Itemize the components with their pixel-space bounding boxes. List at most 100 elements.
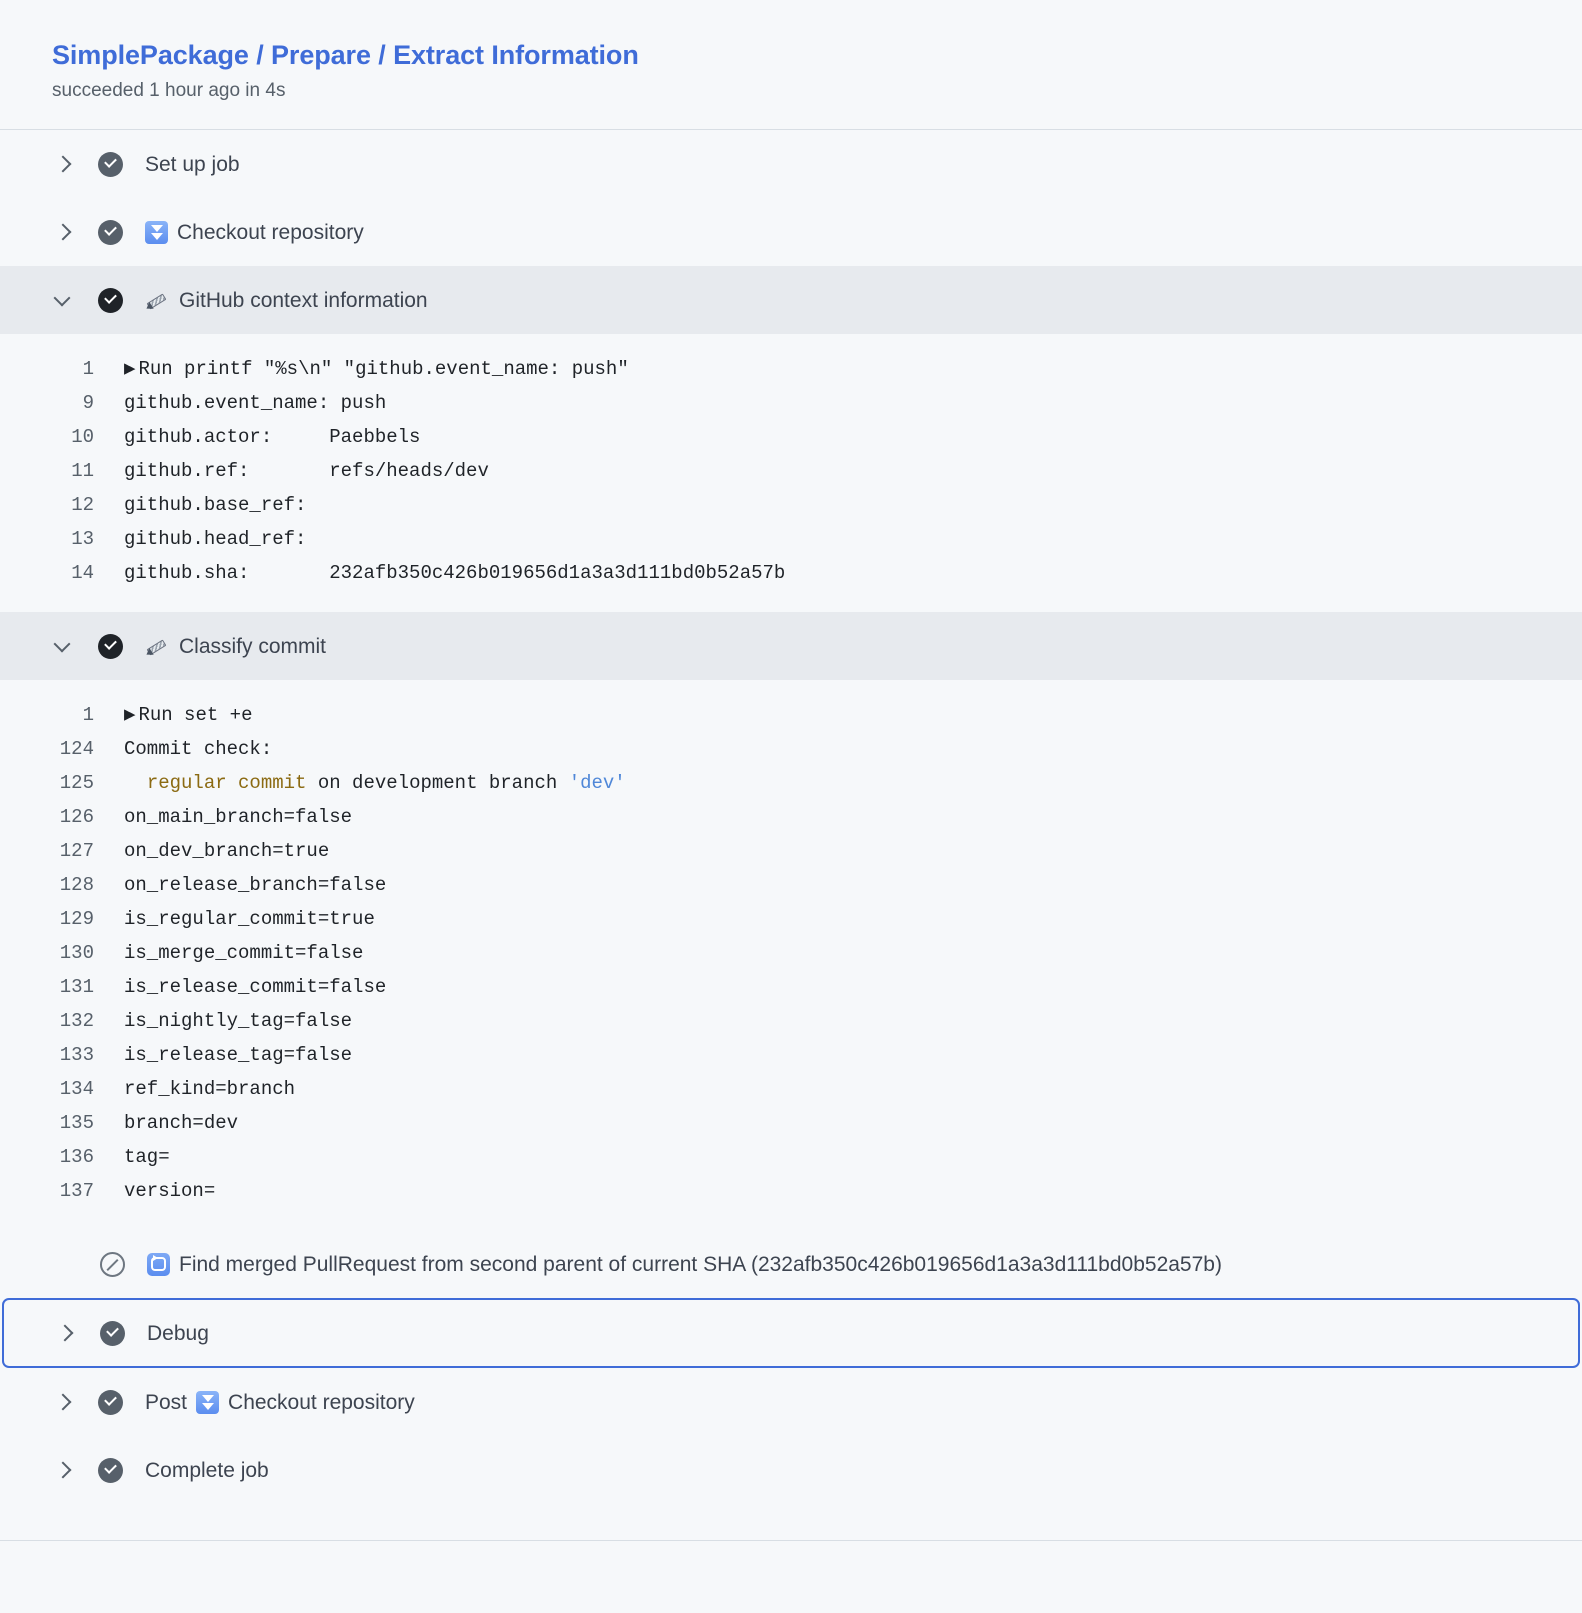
log-line-text: ▶ Run set +e <box>124 698 252 732</box>
log-line: 129 is_regular_commit=true <box>0 902 1582 936</box>
log-line-text: Commit check: <box>124 738 273 761</box>
pencil-emoji-icon <box>145 635 170 658</box>
log-line-number: 128 <box>59 874 94 897</box>
step-label: Find merged PullRequest from second pare… <box>179 1252 1222 1276</box>
log-line-text: github.event_name: push <box>124 392 387 415</box>
step-label: Checkout repository <box>177 220 364 244</box>
log-line-number: 1 <box>82 704 94 727</box>
chevron-right-icon[interactable] <box>52 1391 74 1413</box>
log-line-text: github.ref: refs/heads/dev <box>124 460 489 483</box>
log-line: 132 is_nightly_tag=false <box>0 1004 1582 1038</box>
step-row-find-merged-pullrequest[interactable]: Find merged PullRequest from second pare… <box>0 1230 1582 1298</box>
chevron-down-icon[interactable] <box>52 635 74 657</box>
log-line-number: 126 <box>59 806 94 829</box>
log-line-text: ref_kind=branch <box>124 1078 296 1101</box>
page-bottom-divider <box>0 1540 1582 1542</box>
log-line-text: is_merge_commit=false <box>124 942 364 965</box>
log-line: 130 is_merge_commit=false <box>0 936 1582 970</box>
log-line: 1 ▶ Run set +e <box>0 698 1582 732</box>
log-line: 10 github.actor: Paebbels <box>0 420 1582 454</box>
log-line-number: 132 <box>59 1010 94 1033</box>
log-line-number: 11 <box>71 460 94 483</box>
chevron-right-icon[interactable] <box>52 153 74 175</box>
chevron-right-icon[interactable] <box>52 221 74 243</box>
log-output-classify-commit[interactable]: 1 ▶ Run set +e 124 Commit check: 125 regular … <box>0 680 1582 1231</box>
log-line-text: is_release_commit=false <box>124 976 387 999</box>
step-label: Complete job <box>145 1458 269 1482</box>
log-line-text: github.sha: 232afb350c426b019656d1a3a3d1… <box>124 562 786 585</box>
chevron-right-icon[interactable] <box>52 1459 74 1481</box>
check-circle-icon <box>98 633 123 659</box>
log-text-segment: regular commit <box>146 772 307 795</box>
chevron-down-icon[interactable] <box>52 289 74 311</box>
step-label-wrapper: GitHub context information <box>145 289 428 312</box>
step-label-suffix: Checkout repository <box>228 1390 415 1414</box>
log-line: 1 ▶ Run printf "%s\n" "github.event_name: … <box>0 352 1582 386</box>
log-text-segment: 'dev' <box>568 772 626 795</box>
log-line-text: is_release_tag=false <box>124 1044 353 1067</box>
step-label: Classify commit <box>179 634 327 658</box>
step-row-complete-job[interactable]: Complete job <box>0 1436 1582 1504</box>
log-line: 131 is_release_commit=false <box>0 970 1582 1004</box>
log-line-number: 133 <box>59 1044 94 1067</box>
step-label-wrapper: Classify commit <box>145 635 326 658</box>
log-line-number: 10 <box>71 426 94 449</box>
log-line-number: 13 <box>71 528 94 551</box>
log-output-github-context[interactable]: 1 ▶ Run printf "%s\n" "github.event_name: … <box>0 334 1582 613</box>
log-line-text: on_main_branch=false <box>124 806 353 829</box>
step-label: Debug <box>147 1321 209 1345</box>
log-line-text: github.actor: Paebbels <box>124 426 421 449</box>
log-line: 133 is_release_tag=false <box>0 1038 1582 1072</box>
log-line: 135 branch=dev <box>0 1106 1582 1140</box>
log-line-text: is_nightly_tag=false <box>124 1010 353 1033</box>
log-line: 14 github.sha: 232afb350c426b019656d1a3a3… <box>0 556 1582 590</box>
log-line-text: github.head_ref: <box>124 528 307 551</box>
step-label-wrapper: Find merged PullRequest from second pare… <box>147 1252 1222 1276</box>
log-line-number: 12 <box>71 494 94 517</box>
step-list: Set up job Checkout repository GitHub co… <box>0 130 1582 1542</box>
log-line: 125 regular commit on development branch… <box>0 766 1582 800</box>
log-line-text: on_release_branch=false <box>124 874 387 897</box>
log-line-number: 127 <box>59 840 94 863</box>
step-row-set-up-job[interactable]: Set up job <box>0 130 1582 198</box>
log-line: 134 ref_kind=branch <box>0 1072 1582 1106</box>
triangle-right-icon[interactable]: ▶ <box>124 358 136 381</box>
step-label: Set up job <box>145 152 240 176</box>
log-line-text: tag= <box>124 1146 170 1169</box>
log-line-text: ▶ Run printf "%s\n" "github.event_name: p… <box>124 352 629 386</box>
log-line-number: 130 <box>59 942 94 965</box>
check-circle-icon <box>98 287 123 313</box>
log-line-number: 125 <box>59 772 94 795</box>
step-row-classify-commit[interactable]: Classify commit <box>0 612 1582 681</box>
log-line-number: 14 <box>71 562 94 585</box>
log-line: 137 version= <box>0 1174 1582 1208</box>
log-line-text: on_dev_branch=true <box>124 840 330 863</box>
log-line-number: 9 <box>82 392 94 415</box>
step-label-prefix: Post <box>145 1390 188 1414</box>
check-circle-icon <box>98 1389 123 1415</box>
log-line-text: regular commit on development branch 'de… <box>124 766 626 800</box>
log-line-number: 135 <box>59 1112 94 1135</box>
repeat-emoji-icon <box>147 1252 170 1276</box>
log-line: 13 github.head_ref: <box>0 522 1582 556</box>
log-line: 126 on_main_branch=false <box>0 800 1582 834</box>
log-line-number: 134 <box>59 1078 94 1101</box>
page-title[interactable]: SimplePackage / Prepare / Extract Inform… <box>52 40 639 70</box>
log-line-number: 131 <box>59 976 94 999</box>
log-line-number: 136 <box>59 1146 94 1169</box>
log-line: 128 on_release_branch=false <box>0 868 1582 902</box>
step-row-post-checkout-repository[interactable]: Post Checkout repository <box>0 1368 1582 1436</box>
log-line-text: is_regular_commit=true <box>124 908 375 931</box>
log-line: 9 github.event_name: push <box>0 386 1582 420</box>
log-line: 11 github.ref: refs/heads/dev <box>0 454 1582 488</box>
step-row-github-context-information[interactable]: GitHub context information <box>0 266 1582 335</box>
log-line-number: 1 <box>82 358 94 381</box>
chevron-right-icon[interactable] <box>54 1322 76 1344</box>
log-line: 12 github.base_ref: <box>0 488 1582 522</box>
step-row-debug[interactable]: Debug <box>2 1298 1580 1369</box>
triangle-right-icon[interactable]: ▶ <box>124 704 136 727</box>
pencil-emoji-icon <box>145 289 170 312</box>
log-line-number: 124 <box>59 738 94 761</box>
log-line: 124 Commit check: <box>0 732 1582 766</box>
step-row-checkout-repository[interactable]: Checkout repository <box>0 198 1582 266</box>
